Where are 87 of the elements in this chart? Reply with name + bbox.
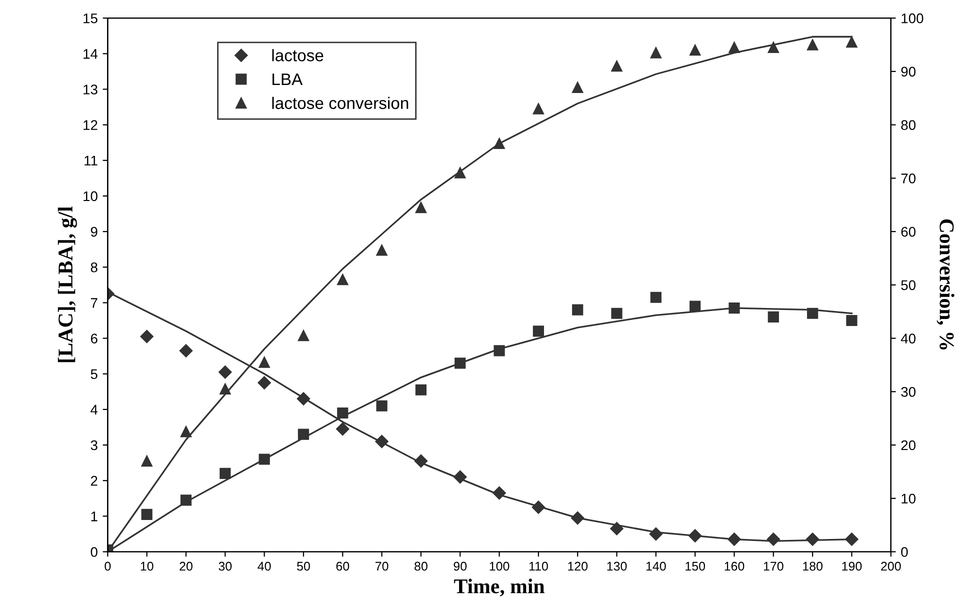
y2-tick-label: 10 [902,494,916,504]
point [690,300,701,312]
point [846,314,858,326]
x-tick-label: 170 [764,562,784,571]
point [376,400,388,412]
x-tick-label: 200 [881,562,901,571]
point [258,376,271,390]
point [336,422,350,436]
y2-tick-label: 50 [901,280,916,290]
y-tick-label: 9 [90,226,98,237]
x-tick-label: 60 [336,562,350,571]
y2-axis-title: Conversion, % [936,219,954,350]
x-tick-label: 150 [686,562,706,571]
y-tick-label: 11 [84,156,98,166]
y2-tick-label: 70 [901,174,916,184]
point [846,36,858,48]
y-tick-label: 6 [90,334,98,344]
y-tick-label: 13 [84,84,98,94]
x-tick-label: 20 [180,562,192,571]
y-tick-label: 15 [84,14,98,24]
x-tick-label: 140 [646,562,666,571]
y2-tick-label: 0 [901,547,908,557]
y-axis-title: [LAC], [LBA], g/l [58,206,77,362]
y-tick-label: 3 [90,440,98,450]
point [141,455,152,467]
y-tick-label: 5 [90,369,98,380]
point [650,47,662,58]
x-tick-label: 160 [724,562,744,571]
point [258,356,270,368]
y-tick-label: 4 [90,404,98,414]
y2-tick-label: 60 [901,226,916,237]
y-tick-label: 12 [84,120,98,130]
legend-label: lactose conversion [272,96,408,110]
point [532,326,544,337]
point [415,202,427,214]
x-tick-label: 70 [376,562,388,571]
point [807,39,818,50]
x-axis-title: Time, min [454,578,545,596]
point [690,44,701,56]
x-tick-label: 30 [218,562,232,571]
point [611,308,622,319]
x-tick-label: 40 [258,562,271,571]
point [415,384,427,396]
point [220,468,231,480]
legend-label: LBA [272,74,303,86]
point [650,292,662,303]
point [337,274,348,286]
point [494,345,505,356]
x-tick-label: 50 [297,562,310,571]
x-tick-label: 110 [529,562,548,571]
y2-tick-label: 20 [901,440,916,450]
point [140,330,154,344]
point [454,167,466,178]
point [768,42,779,53]
y2-tick-label: 100 [902,13,924,24]
point [611,60,622,72]
point [572,82,584,94]
point [180,426,192,438]
x-tick-label: 80 [414,562,428,571]
x-tick-label: 190 [842,562,862,571]
y-tick-label: 8 [90,262,98,272]
point [179,344,193,358]
point [572,304,584,316]
point [298,330,310,342]
x-tick-label: 130 [607,562,627,571]
point [532,103,544,114]
x-tick-label: 90 [454,562,467,571]
point [376,244,388,256]
legend-label: lactose [272,49,324,62]
y2-tick-label: 90 [901,66,916,77]
point [141,508,152,520]
y-tick-label: 0 [90,547,98,557]
x-tick-label: 100 [490,562,510,571]
y-tick-label: 10 [84,191,98,202]
x-tick-label: 180 [803,562,823,571]
y-tick-label: 2 [90,476,98,486]
x-tick-label: 0 [104,562,111,571]
point [218,365,232,379]
x-tick-label: 120 [568,562,588,571]
y-tick-label: 14 [84,49,98,59]
x-tick-label: 10 [140,562,154,571]
y-tick-label: 1 [91,512,98,522]
point [768,311,779,322]
y2-tick-label: 30 [901,386,916,397]
y2-tick-label: 80 [901,120,916,130]
y2-tick-label: 40 [900,334,916,344]
y-tick-label: 7 [90,298,98,308]
